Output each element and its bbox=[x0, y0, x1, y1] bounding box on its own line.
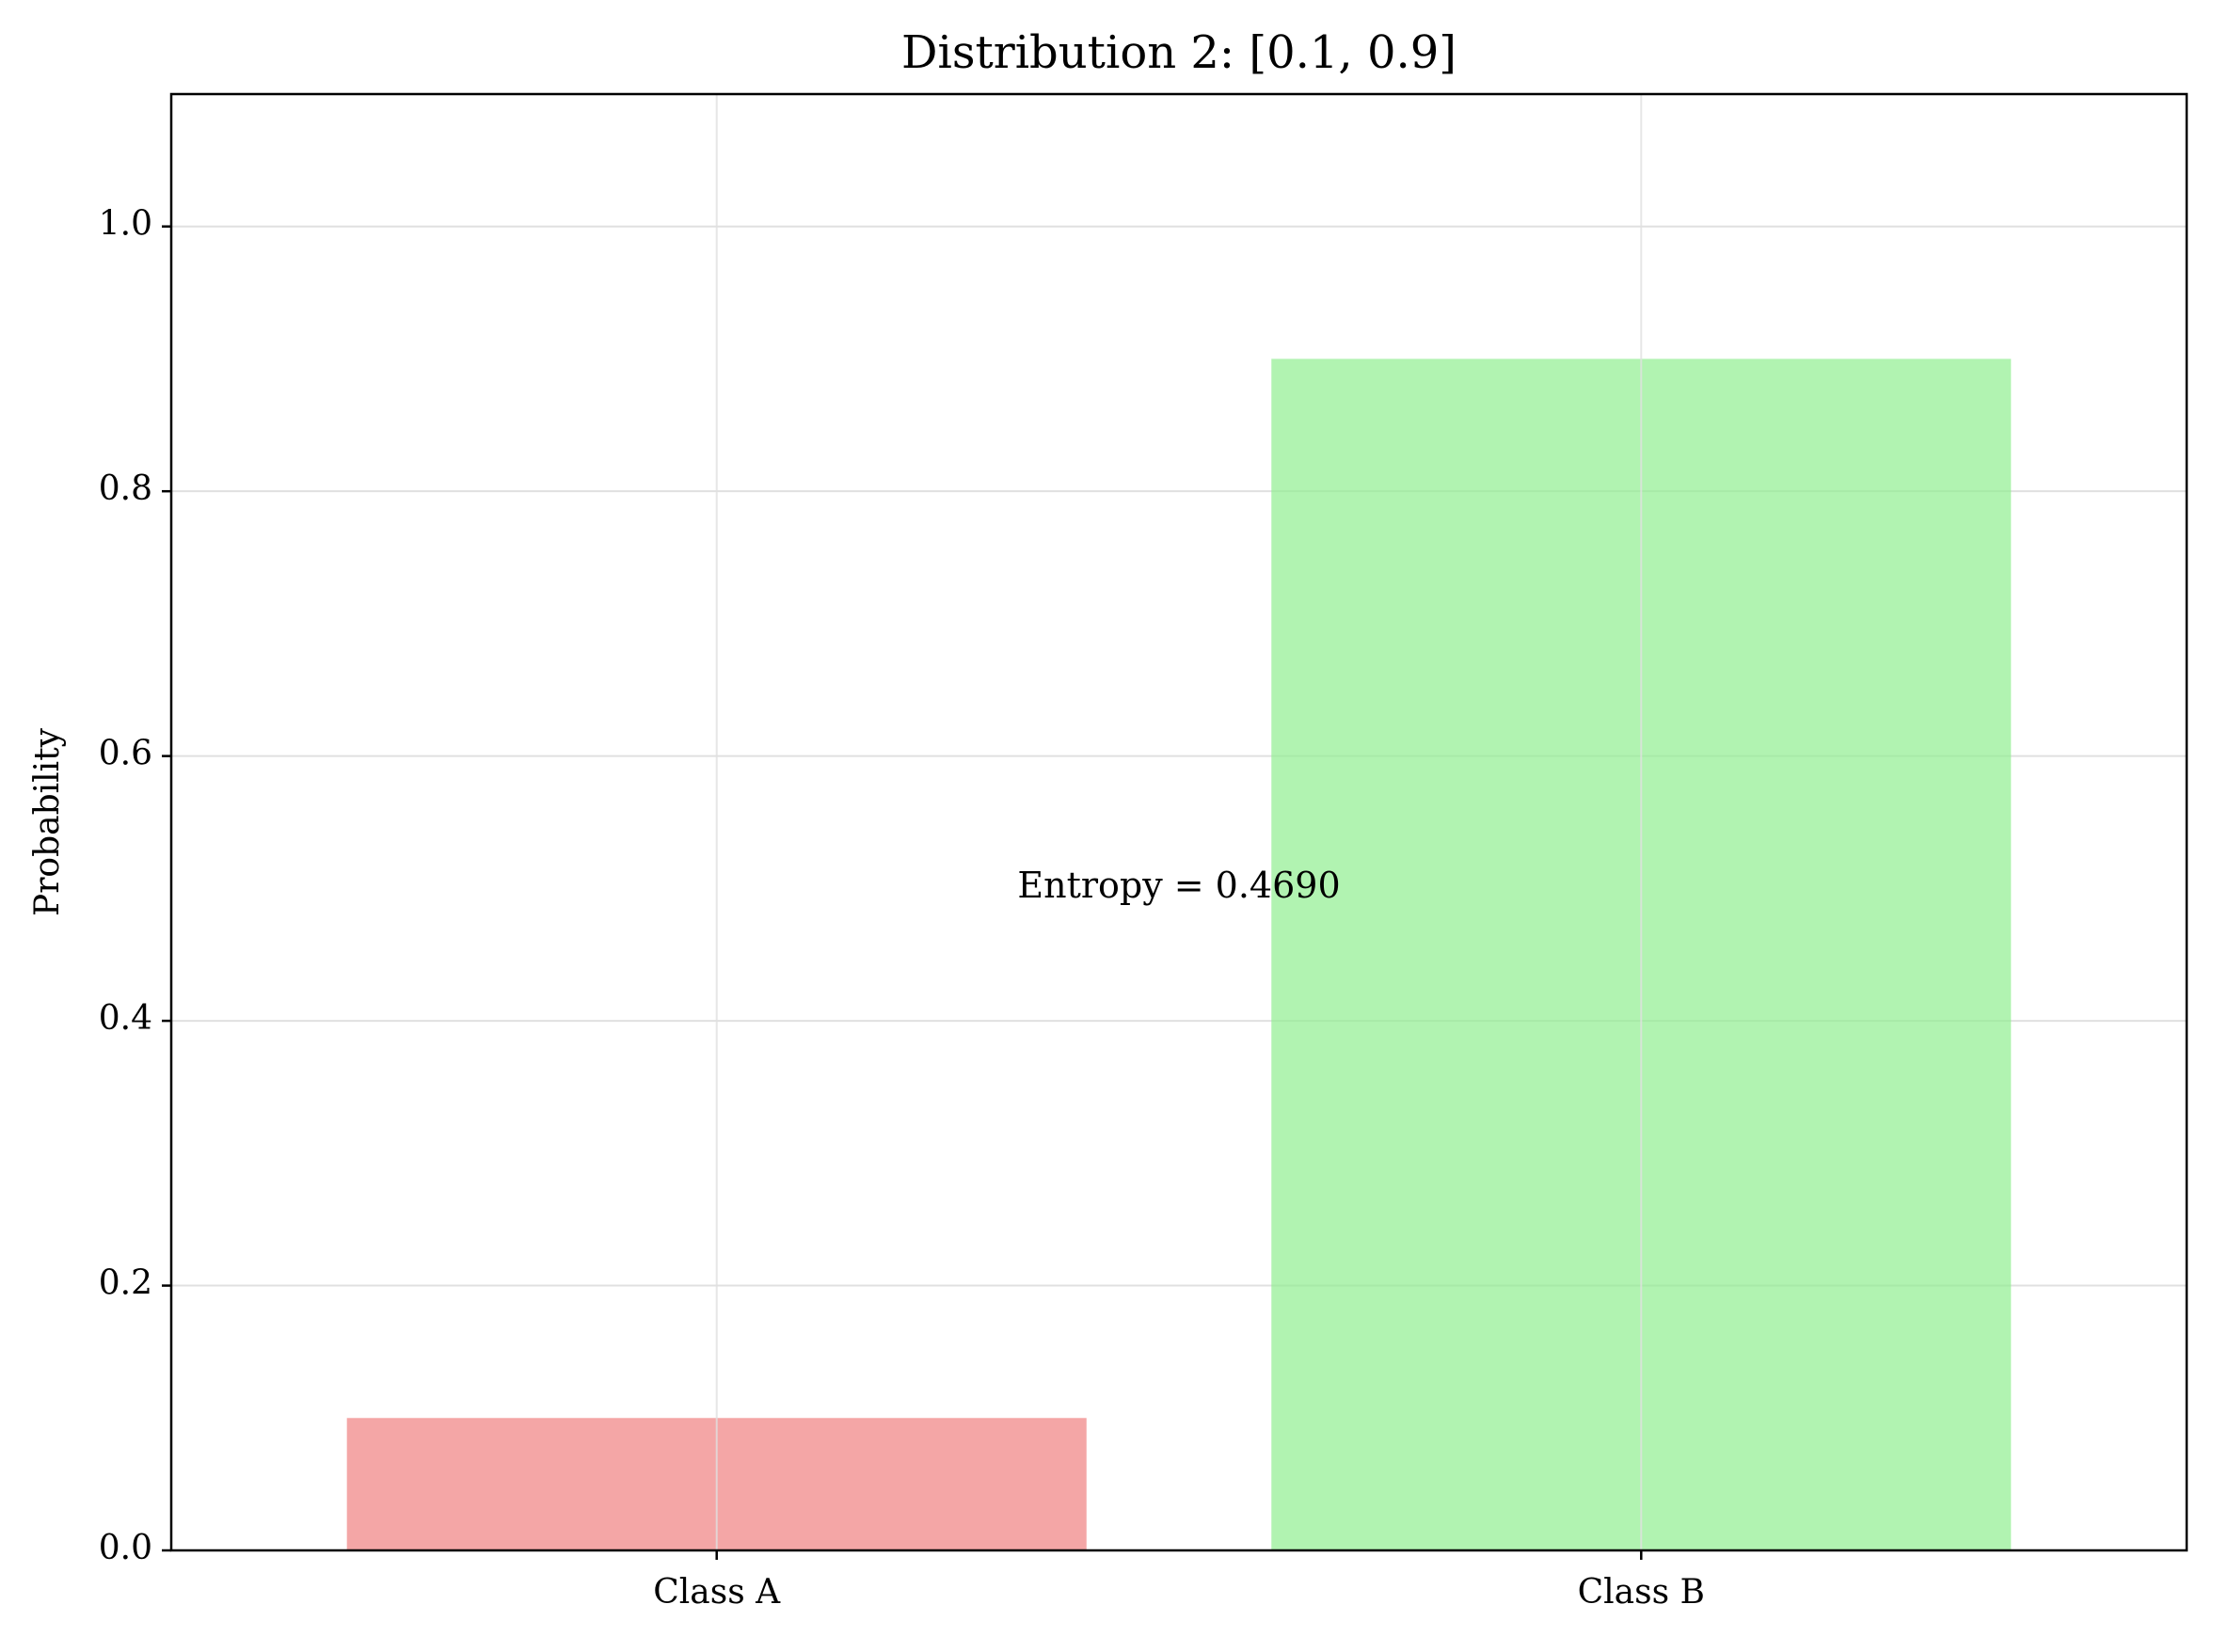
chart-title: Distribution 2: [0.1, 0.9] bbox=[901, 26, 1457, 79]
entropy-annotation: Entropy = 0.4690 bbox=[1017, 865, 1340, 906]
y-tick-label: 0.2 bbox=[99, 1264, 152, 1303]
y-tick-label: 0.6 bbox=[99, 735, 152, 773]
y-tick-label: 0.8 bbox=[99, 469, 152, 508]
ticks: 0.0 0.2 0.4 0.6 0.8 1.0 Class A Class B bbox=[99, 205, 1705, 1612]
x-tick-label: Class B bbox=[1578, 1573, 1705, 1612]
bars bbox=[346, 94, 2012, 1550]
y-tick-label: 0.0 bbox=[99, 1529, 152, 1567]
y-axis-label: Probability bbox=[28, 727, 67, 916]
y-tick-label: 1.0 bbox=[99, 205, 152, 244]
plot-frame bbox=[169, 92, 2189, 1552]
y-tick-label: 0.4 bbox=[99, 999, 152, 1038]
axes bbox=[169, 92, 2189, 1552]
x-tick-label: Class A bbox=[653, 1573, 781, 1612]
